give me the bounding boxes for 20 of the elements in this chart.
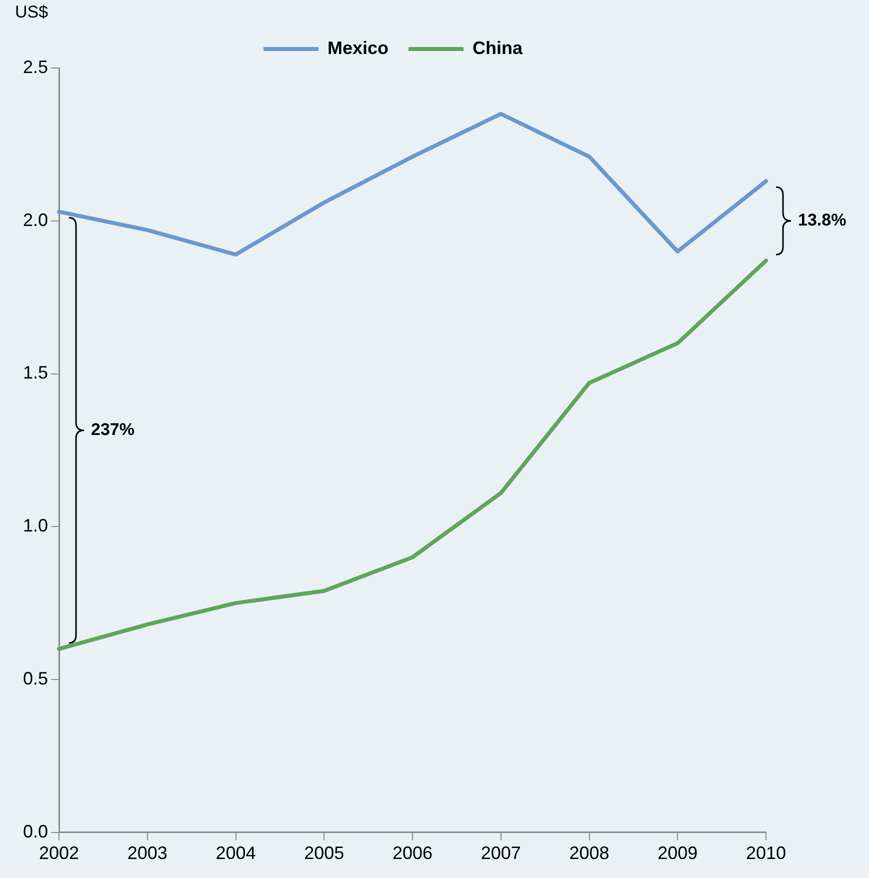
y-tick-label: 0.5: [22, 668, 48, 688]
text: 13.8%: [798, 210, 846, 230]
x-tick-label: 2004: [216, 843, 256, 864]
annotation: 237%: [91, 420, 135, 440]
x-tick-label: 2010: [746, 843, 786, 864]
x-tick-label: 2008: [569, 843, 610, 864]
legend-label: China: [472, 38, 524, 58]
y-tick-label: 1.0: [22, 516, 48, 536]
x-tick-label: 2002: [39, 843, 80, 864]
x-tick-label: 2006: [392, 843, 433, 864]
x-tick-label: 2007: [480, 843, 521, 864]
y-tick-label: 2.5: [22, 56, 48, 77]
x-tick-label: 2009: [658, 843, 698, 864]
y-axis-title: US$: [15, 2, 49, 22]
x-tick-label: 2005: [304, 843, 344, 864]
y-tick-label: 2.0: [22, 210, 48, 230]
y-tick-label: 0.0: [22, 821, 48, 842]
legend-label: Mexico: [327, 38, 389, 58]
y-tick-label: 1.5: [22, 362, 48, 383]
x-tick-label: 2003: [127, 843, 168, 864]
